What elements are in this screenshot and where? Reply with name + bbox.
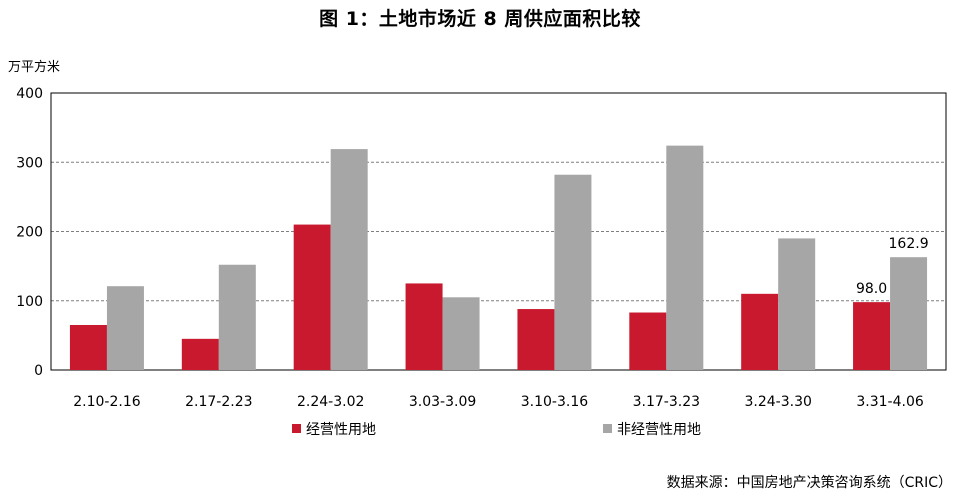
legend-label: 非经营性用地 [617,422,701,438]
bar-operating [405,283,443,370]
data-label: 98.0 [856,281,887,297]
bar-operating [293,224,331,370]
bar-operating [629,312,667,370]
x-tick-label: 3.10-3.16 [521,394,588,410]
data-label: 162.9 [889,236,929,252]
data-source-note: 数据来源：中国房地产决策咨询系统（CRIC） [666,475,952,491]
y-tick-label: 200 [16,225,43,241]
bar-chart: 0 100 200 300 400 2.10-2.16 2.17-2.23 2.24-3.02… [16,86,947,438]
bar-operating [517,309,555,370]
x-tick-label: 3.17-3.23 [633,394,700,410]
bar-non-operating [330,149,368,370]
y-tick-label: 0 [34,363,43,379]
chart-title: 图 1：土地市场近 8 周供应面积比较 [319,8,641,30]
bar-non-operating [218,264,256,370]
bar-non-operating [890,257,928,370]
bar-operating [853,302,891,370]
x-tick-label: 3.03-3.09 [409,394,476,410]
legend-swatch [292,424,301,433]
y-tick-label: 100 [16,294,43,310]
x-tick-label: 2.17-2.23 [185,394,252,410]
x-tick-label: 2.10-2.16 [73,394,140,410]
x-tick-label: 3.31-4.06 [856,394,923,410]
y-tick-label: 400 [16,86,43,102]
bar-non-operating [554,174,592,370]
legend-label: 经营性用地 [306,422,376,438]
y-axis-unit-label: 万平方米 [8,60,61,75]
x-tick-label: 2.24-3.02 [297,394,364,410]
bar-operating [181,338,219,370]
plot-frame [50,92,947,371]
bar-non-operating [778,238,816,370]
bar-operating [69,324,107,370]
x-tick-label: 3.24-3.30 [744,394,811,410]
bar-operating [741,293,779,370]
bar-non-operating [442,297,480,370]
bar-non-operating [666,145,704,370]
legend-swatch [603,424,612,433]
bar-non-operating [106,286,144,370]
y-tick-label: 300 [16,155,43,171]
